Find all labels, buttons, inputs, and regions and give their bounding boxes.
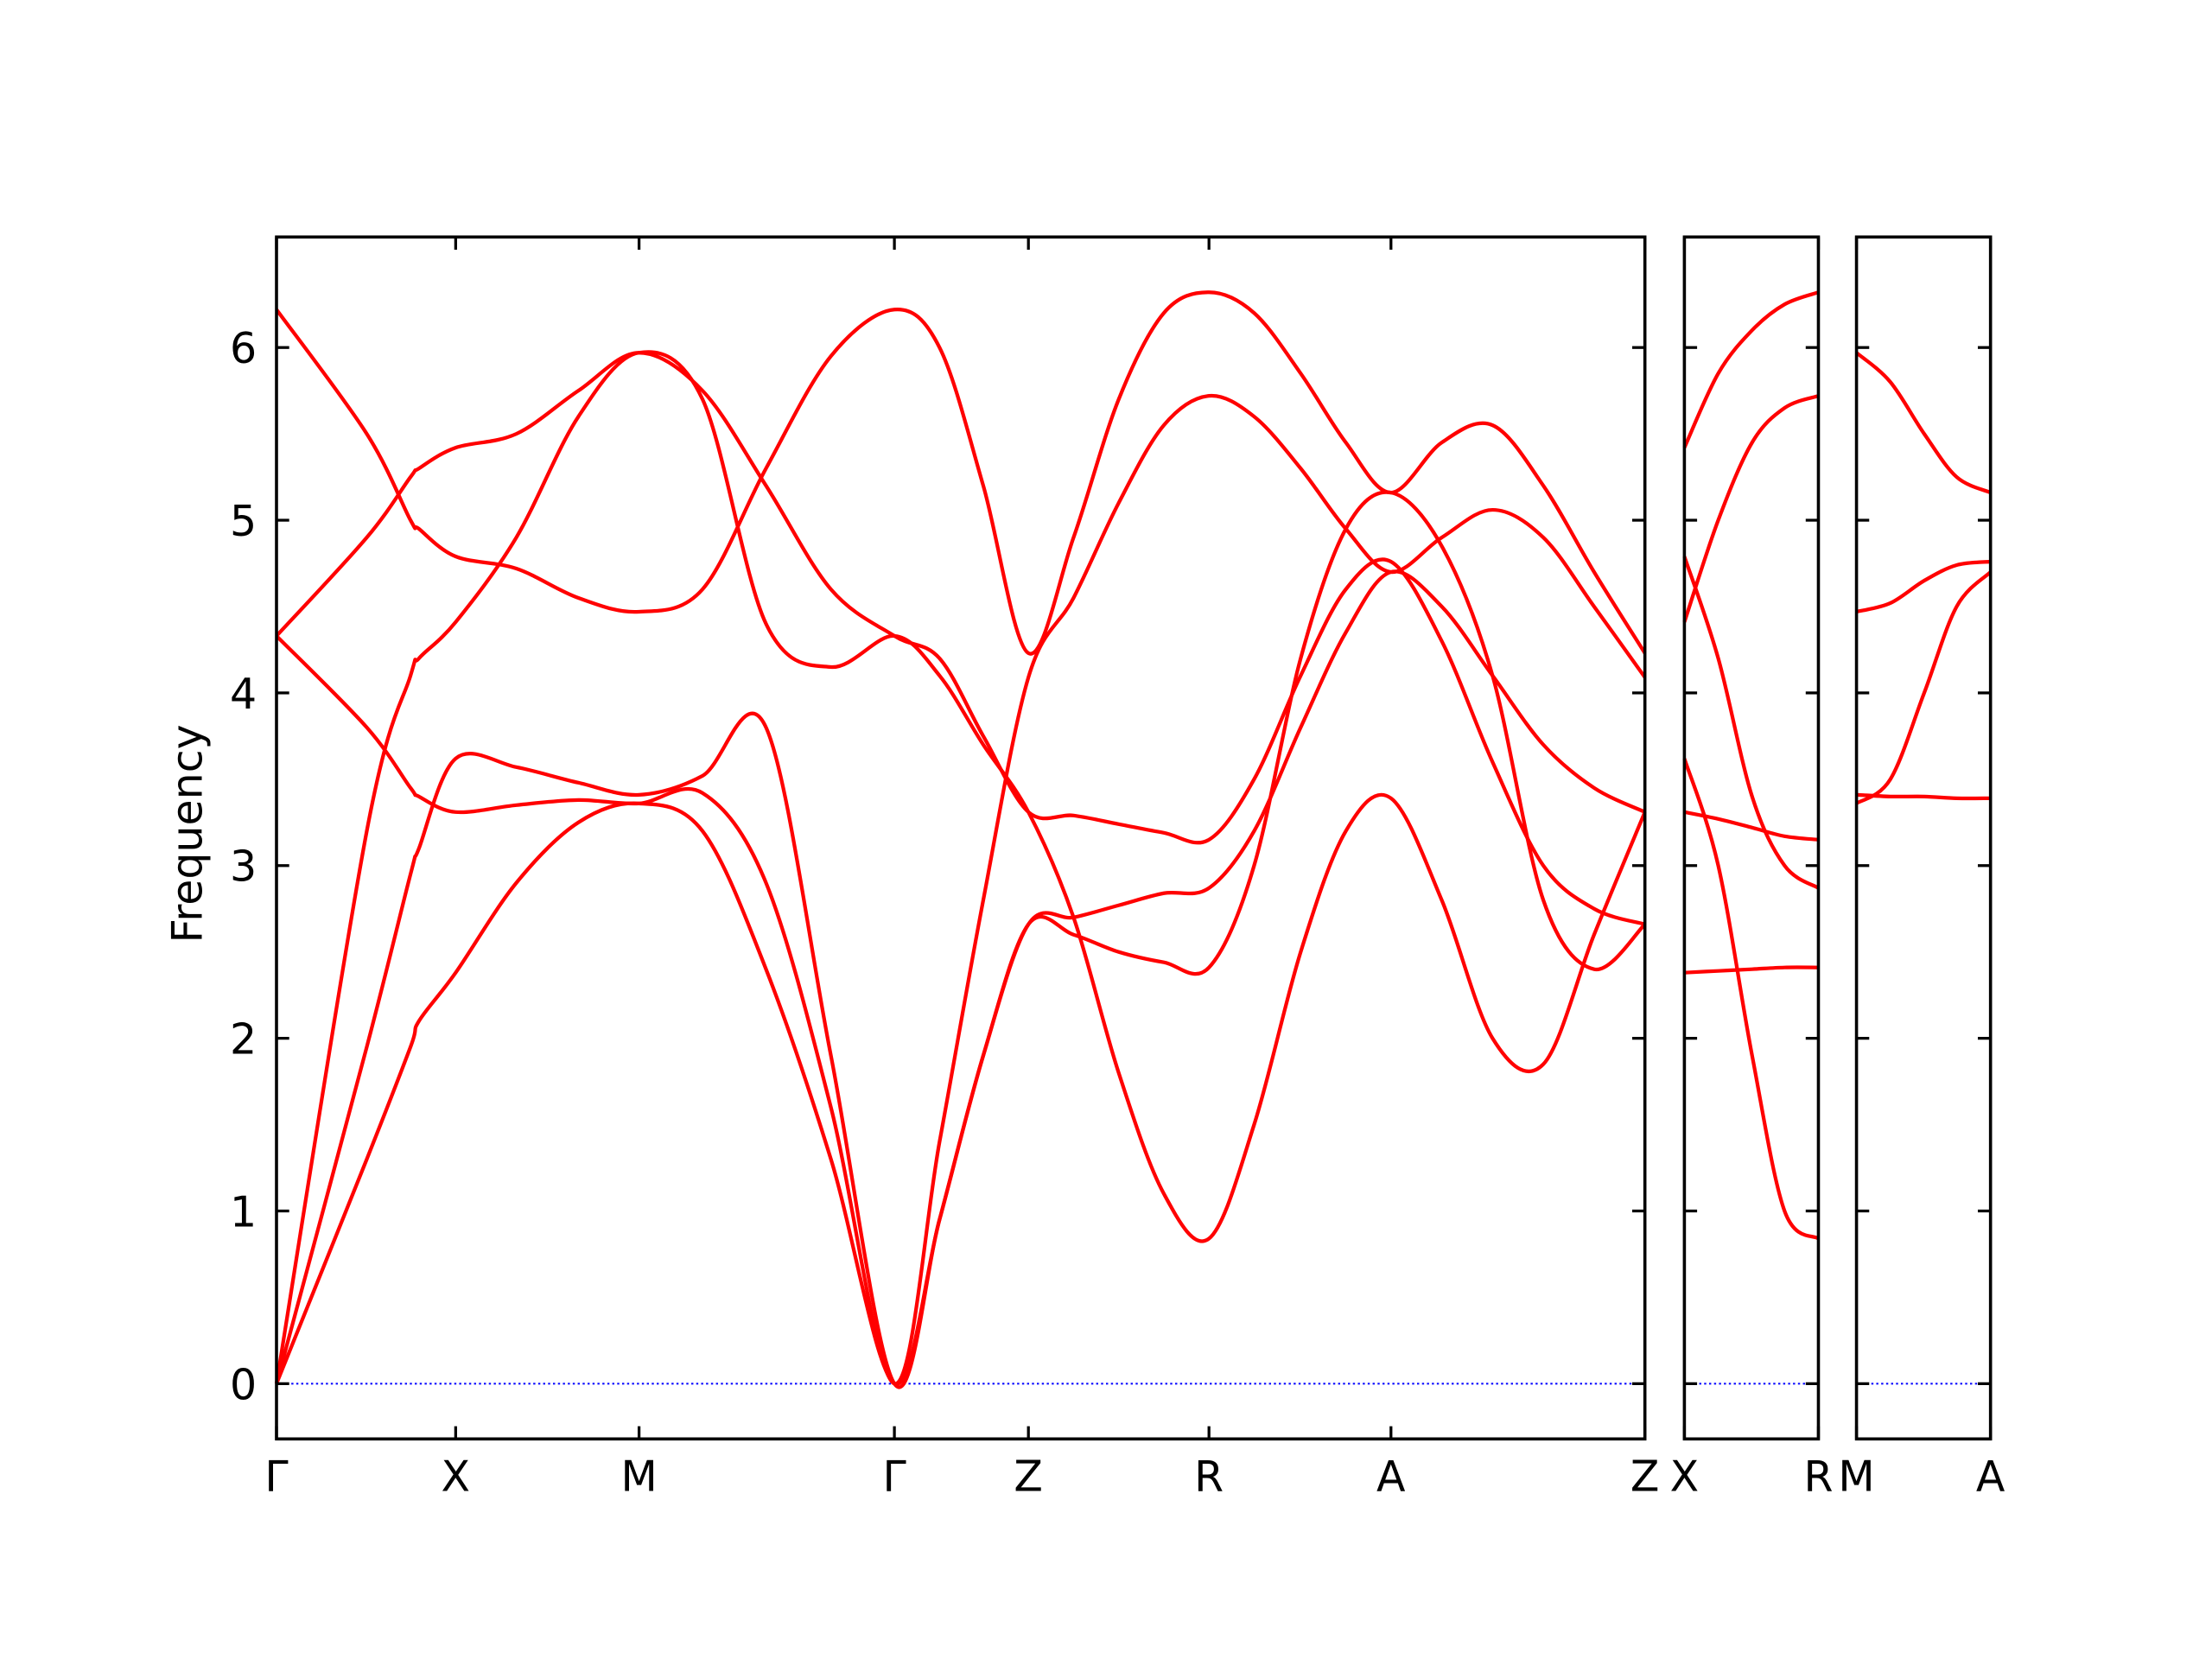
x-tick-label: R	[1194, 1452, 1224, 1502]
x-tick-label: X	[442, 1452, 471, 1502]
x-tick-label: Γ	[264, 1452, 289, 1502]
x-tick-label: Z	[1014, 1452, 1043, 1502]
x-tick-label: A	[1376, 1452, 1406, 1502]
band-line	[275, 394, 1647, 1386]
x-tick-label: A	[1976, 1452, 2005, 1502]
x-tick-label: R	[1803, 1452, 1833, 1502]
y-tick-label: 5	[230, 497, 257, 546]
axes-frame	[1854, 235, 1993, 1441]
band-line	[1684, 965, 1819, 975]
y-tick-label: 2	[230, 1015, 257, 1065]
x-tick-label: M	[620, 1452, 657, 1502]
band-line	[1682, 758, 1820, 1241]
band-line	[274, 569, 1646, 1389]
axes-frame	[275, 235, 1647, 1441]
band-line	[1856, 792, 1991, 801]
y-tick-label: 3	[230, 842, 257, 892]
y-tick-label: 4	[230, 670, 257, 719]
band-line	[274, 350, 1647, 1384]
band-line	[1683, 810, 1819, 842]
y-tick-label: 6	[230, 324, 257, 373]
x-tick-label: M	[1838, 1452, 1874, 1502]
band-line	[1682, 394, 1820, 623]
band-line	[275, 351, 1646, 926]
band-line	[1855, 351, 1992, 495]
band-line	[1855, 570, 1993, 805]
band-line	[275, 490, 1647, 1386]
axes-frame	[1682, 235, 1821, 1441]
band-line	[1856, 559, 1991, 614]
y-tick-label: 1	[230, 1187, 257, 1236]
x-tick-label: Γ	[882, 1452, 906, 1502]
band-line	[275, 290, 1647, 656]
y-tick-label: 0	[230, 1360, 257, 1409]
y-axis-label: Frequency	[162, 724, 212, 943]
band-line	[1682, 290, 1820, 448]
x-tick-label: Z	[1630, 1452, 1660, 1502]
x-tick-label: X	[1670, 1452, 1700, 1502]
band-line	[1682, 556, 1820, 890]
